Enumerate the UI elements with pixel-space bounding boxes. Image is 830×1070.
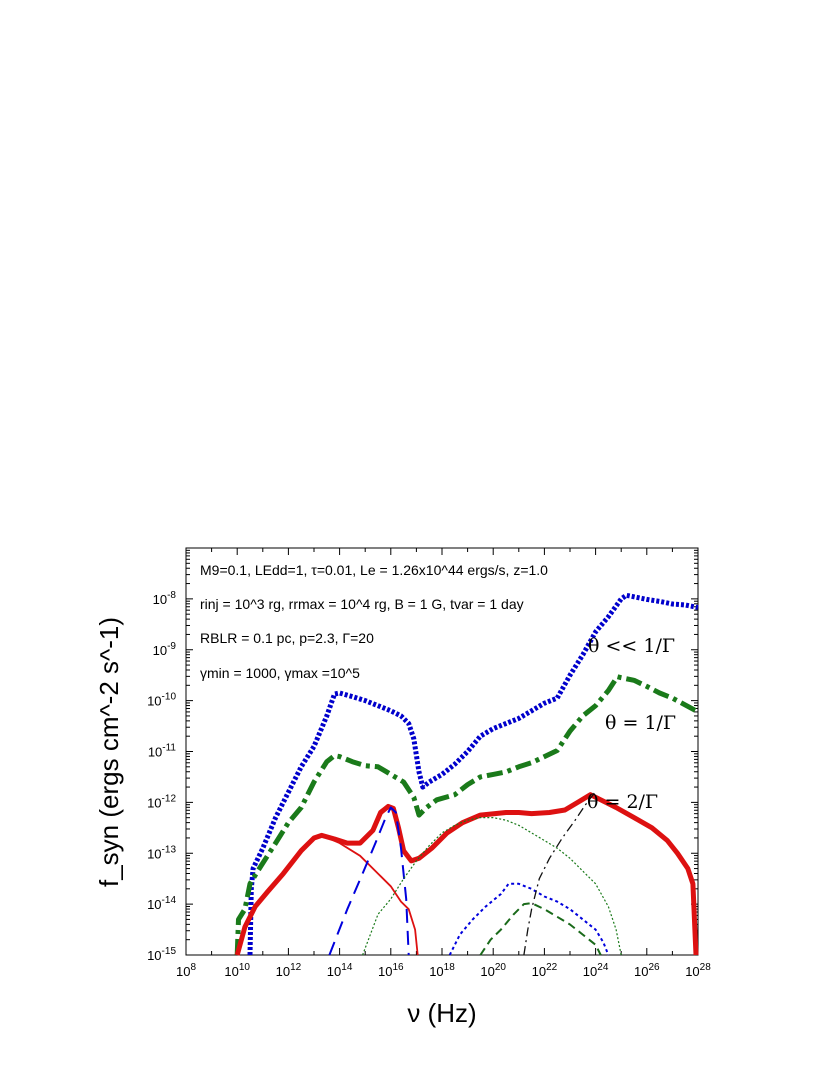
series-line-6: [448, 882, 610, 956]
y-tick-label: 10-15: [147, 946, 176, 963]
series-line-4: [328, 806, 410, 956]
y-tick-label: 10-14: [147, 895, 176, 912]
curves: [234, 592, 700, 956]
annotation-line-3: RBLR = 0.1 pc, p=2.3, Γ=20: [200, 630, 374, 646]
y-tick-label: 10-9: [153, 641, 177, 658]
x-tick-label: 1014: [327, 962, 353, 979]
y-tick-label: 10-8: [153, 590, 177, 607]
y-axis-title: f_syn (ergs cm^-2 s^-1): [94, 617, 124, 887]
y-tick-label: 10-11: [148, 743, 177, 760]
annotation-line-2: rinj = 10^3 rg, rrmax = 10^4 rg, B = 1 G…: [200, 596, 524, 612]
y-tick-label: 10-12: [147, 793, 176, 810]
y-tick-label: 10-10: [147, 692, 176, 709]
y-tick-label: 10-13: [147, 844, 176, 861]
series-line-2: [234, 792, 699, 956]
annotation-line-4: γmin = 1000, γmax =10^5: [200, 665, 360, 681]
series-line-8: [523, 792, 595, 956]
curve-label-theta-1: θ = 1/Γ: [605, 712, 676, 734]
series-line-5: [362, 816, 622, 956]
series-line-1: [234, 674, 700, 956]
x-tick-label: 1022: [532, 962, 558, 979]
curve-label-theta-2: θ = 2/Γ: [587, 791, 658, 813]
x-tick-label: 1024: [583, 962, 609, 979]
x-tick-label: 108: [176, 962, 196, 979]
x-tick-label: 1018: [429, 962, 455, 979]
curve-label-theta-small: θ << 1/Γ: [588, 635, 675, 657]
x-tick-label: 1016: [378, 962, 404, 979]
series-line-7: [479, 902, 602, 956]
axis-ticks: [185, 548, 699, 956]
x-tick-label: 1026: [634, 962, 660, 979]
series-line-3: [236, 834, 419, 956]
annotation-line-1: M9=0.1, LEdd=1, τ=0.01, Le = 1.26x10^44 …: [200, 562, 548, 578]
x-tick-label: 1012: [276, 962, 302, 979]
x-tick-label: 1020: [480, 962, 506, 979]
x-axis-title: ν (Hz): [407, 998, 476, 1028]
x-tick-label: 1010: [224, 962, 250, 979]
x-tick-label: 1028: [685, 962, 711, 979]
